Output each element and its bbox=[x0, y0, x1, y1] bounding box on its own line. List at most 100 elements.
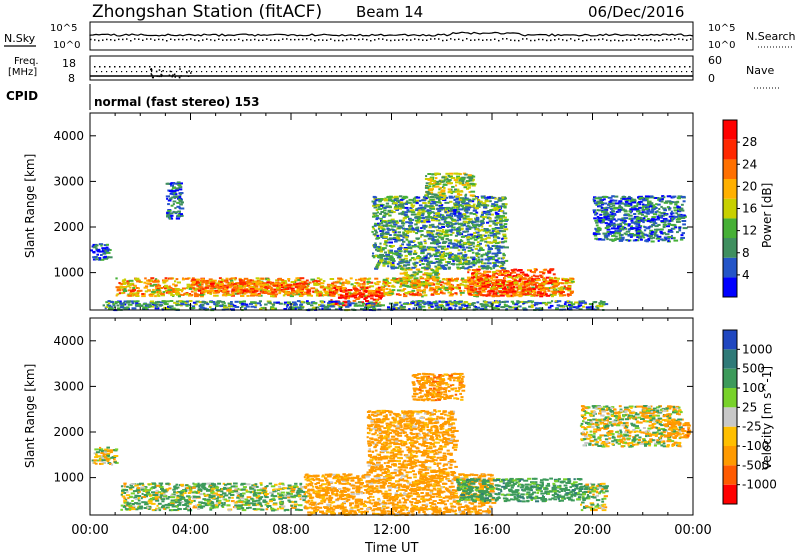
heatmap-cell bbox=[407, 201, 412, 204]
heatmap-cell bbox=[516, 280, 521, 283]
heatmap-cell bbox=[314, 288, 318, 291]
heatmap-cell bbox=[98, 257, 102, 260]
heatmap-cell bbox=[296, 288, 300, 291]
heatmap-cell bbox=[422, 209, 425, 212]
heatmap-cell bbox=[310, 294, 313, 297]
heatmap-cell bbox=[462, 261, 467, 264]
heatmap-cell bbox=[496, 204, 499, 207]
nave-point bbox=[116, 71, 118, 73]
heatmap-cell bbox=[621, 238, 625, 241]
heatmap-cell bbox=[420, 235, 423, 238]
heatmap-cell bbox=[497, 257, 501, 260]
heatmap-cell bbox=[452, 219, 457, 222]
nave-point bbox=[486, 71, 488, 73]
heatmap-cell bbox=[471, 184, 476, 187]
heatmap-cell bbox=[474, 228, 477, 231]
heatmap-cell bbox=[429, 181, 432, 184]
heatmap-cell bbox=[413, 277, 419, 280]
heatmap-cell bbox=[403, 228, 406, 231]
heatmap-cell bbox=[217, 287, 223, 289]
heatmap-cell bbox=[425, 185, 428, 187]
freq-tick-bottom: 8 bbox=[68, 72, 75, 85]
nave-point bbox=[160, 73, 162, 76]
heatmap-cell bbox=[531, 271, 534, 273]
heatmap-cell bbox=[502, 235, 507, 238]
heatmap-cell bbox=[472, 198, 476, 201]
heatmap-cell bbox=[450, 263, 456, 265]
heatmap-cell bbox=[500, 267, 505, 269]
heatmap-cell bbox=[664, 233, 670, 236]
heatmap-cell bbox=[407, 247, 413, 249]
heatmap-cell bbox=[490, 196, 493, 199]
heatmap-cell bbox=[242, 279, 245, 282]
nsearch-point bbox=[646, 38, 648, 41]
nave-point bbox=[571, 71, 573, 73]
heatmap-cell bbox=[434, 249, 439, 252]
heatmap-cell bbox=[173, 211, 178, 214]
heatmap-cell bbox=[660, 212, 664, 215]
heatmap-cell bbox=[431, 276, 436, 278]
heatmap-cell bbox=[444, 219, 447, 222]
heatmap-cell bbox=[291, 289, 295, 292]
heatmap-cell bbox=[427, 200, 431, 203]
heatmap-cell bbox=[366, 278, 370, 281]
heatmap-cell bbox=[374, 242, 377, 245]
heatmap-cell bbox=[670, 234, 673, 237]
heatmap-cell bbox=[451, 286, 456, 289]
nsearch-point bbox=[518, 39, 520, 42]
heatmap-cell bbox=[569, 292, 574, 294]
heatmap-cell bbox=[382, 282, 385, 285]
heatmap-cell bbox=[323, 290, 329, 293]
heatmap-cell bbox=[482, 218, 485, 220]
heatmap-cell bbox=[403, 248, 409, 251]
heatmap-cell bbox=[410, 240, 415, 243]
heatmap-cell bbox=[129, 286, 132, 289]
heatmap-cell bbox=[680, 236, 685, 239]
heatmap-cell bbox=[254, 287, 259, 290]
heatmap-cell bbox=[316, 292, 319, 295]
heatmap-cell bbox=[418, 216, 423, 219]
heatmap-cell bbox=[501, 230, 506, 233]
nsearch-point bbox=[318, 39, 320, 41]
heatmap-cell bbox=[648, 203, 652, 206]
heatmap-cell bbox=[655, 234, 659, 237]
heatmap-cell bbox=[178, 186, 183, 189]
heatmap-cell bbox=[184, 277, 189, 280]
heatmap-cell bbox=[376, 234, 379, 237]
heatmap-cell bbox=[402, 276, 408, 279]
heatmap-cell bbox=[596, 227, 602, 230]
heatmap-cell bbox=[410, 209, 415, 212]
heatmap-cell bbox=[470, 179, 475, 182]
nave-point bbox=[521, 71, 523, 73]
heatmap-cell bbox=[512, 292, 517, 295]
heatmap-cell bbox=[265, 283, 270, 286]
heatmap-cell bbox=[647, 218, 650, 220]
heatmap-cell bbox=[449, 217, 454, 220]
heatmap-cell bbox=[435, 251, 439, 254]
heatmap-cell bbox=[558, 289, 564, 291]
heatmap-cell bbox=[627, 223, 631, 226]
heatmap-cell bbox=[510, 276, 514, 279]
heatmap-cell bbox=[221, 278, 224, 281]
freq-traces bbox=[90, 66, 693, 79]
heatmap-cell bbox=[474, 279, 478, 282]
nsearch-point bbox=[194, 39, 196, 41]
freq-panel-frame bbox=[89, 55, 694, 81]
heatmap-cell bbox=[230, 277, 236, 280]
heatmap-cell bbox=[164, 287, 167, 290]
heatmap-cell bbox=[432, 271, 437, 274]
heatmap-cell bbox=[465, 202, 470, 205]
heatmap-cell bbox=[600, 202, 605, 205]
heatmap-cell bbox=[158, 291, 162, 294]
heatmap-cell bbox=[425, 197, 429, 200]
heatmap-cell bbox=[400, 285, 402, 288]
heatmap-cell bbox=[164, 277, 168, 280]
nsearch-point bbox=[246, 39, 248, 41]
heatmap-cell bbox=[409, 218, 413, 221]
heatmap-cell bbox=[605, 235, 609, 238]
heatmap-cell bbox=[436, 243, 439, 246]
heatmap-cell bbox=[152, 292, 156, 295]
heatmap-cell bbox=[399, 201, 404, 204]
heatmap-cell bbox=[241, 281, 246, 284]
heatmap-cell bbox=[534, 294, 539, 297]
